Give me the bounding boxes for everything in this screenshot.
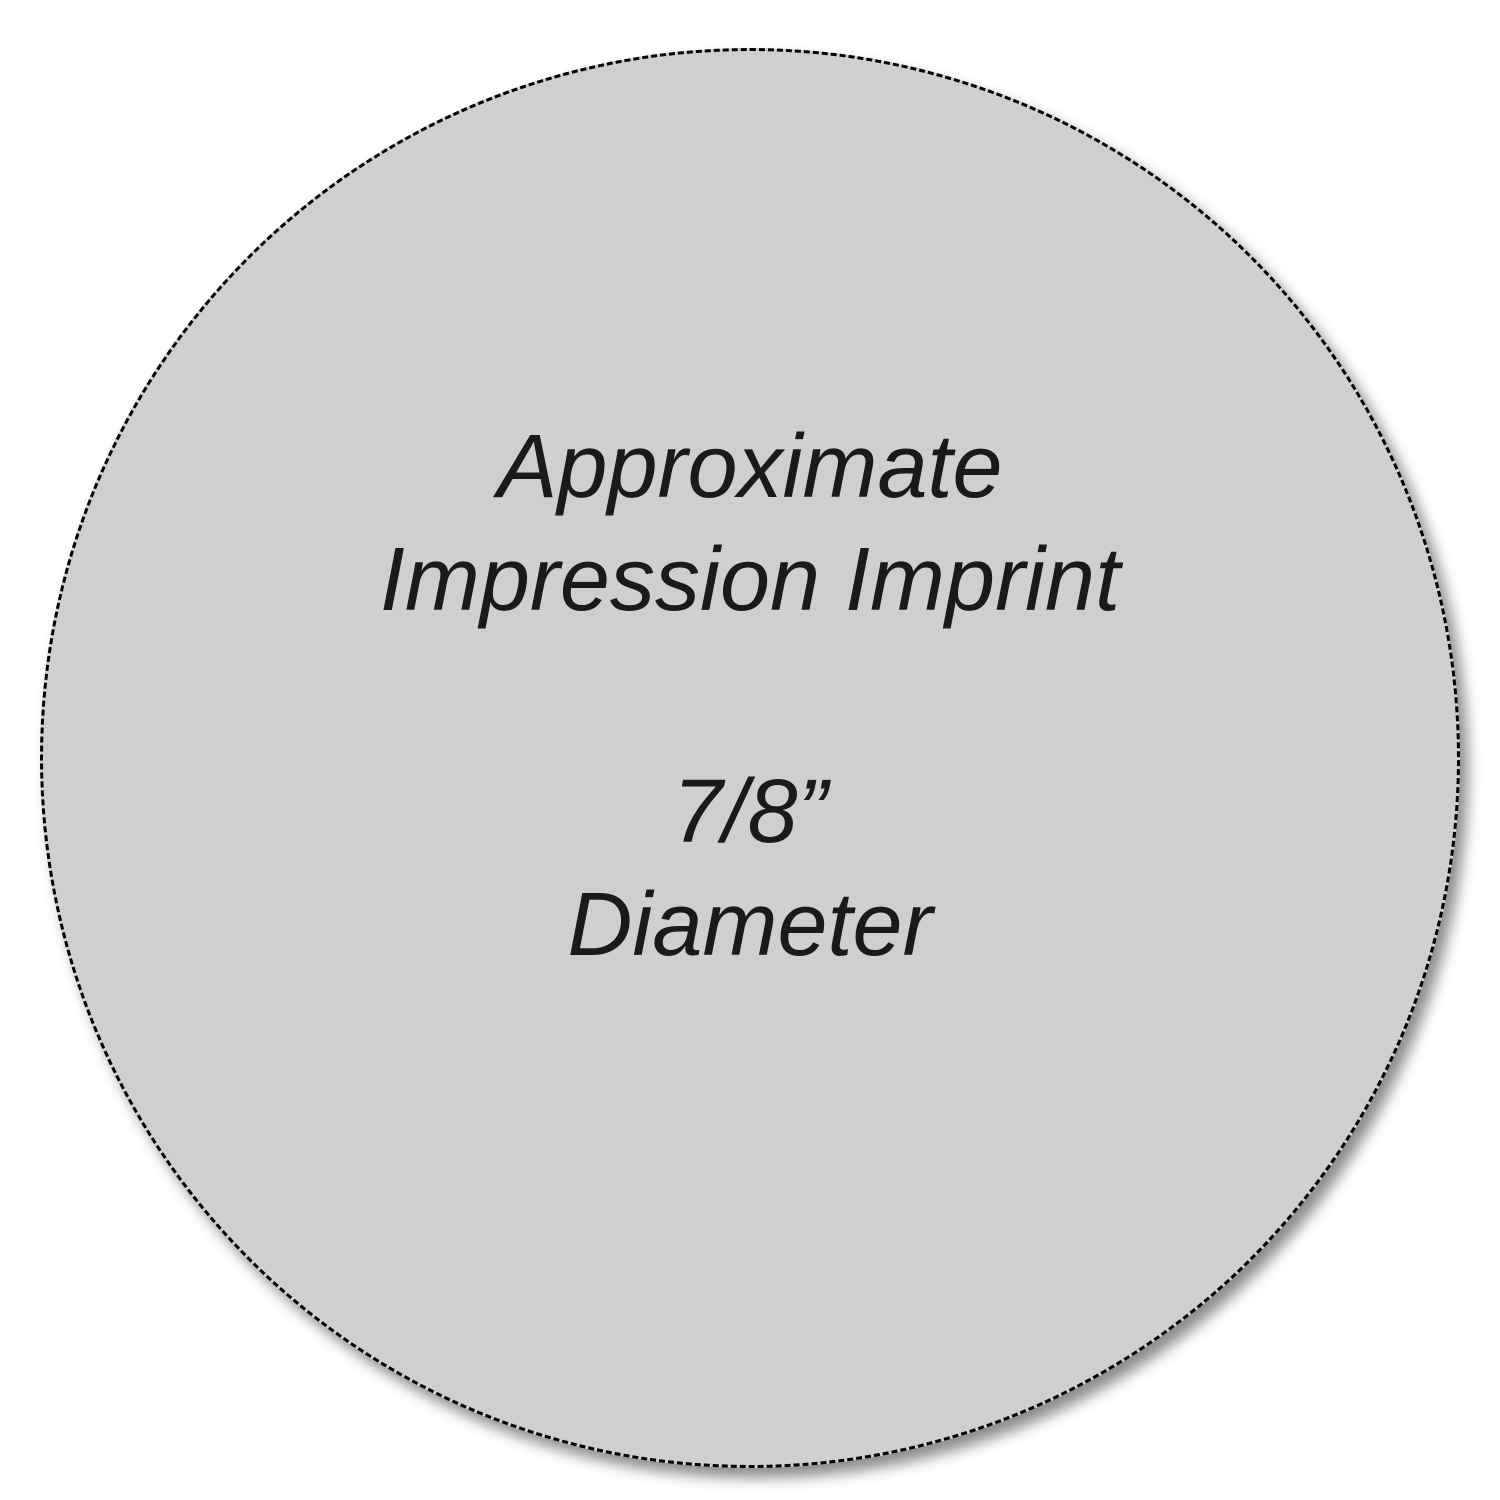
impression-circle: Approximate Impression Imprint 7/8” Diam…: [40, 48, 1460, 1468]
text-group-1: Approximate Impression Imprint: [380, 411, 1120, 636]
line-approximate: Approximate: [497, 411, 1002, 524]
line-size: 7/8”: [672, 756, 827, 869]
line-diameter: Diameter: [567, 869, 932, 982]
text-wrapper: Approximate Impression Imprint 7/8” Diam…: [380, 411, 1120, 981]
text-group-2: 7/8” Diameter: [380, 756, 1120, 981]
canvas: Approximate Impression Imprint 7/8” Diam…: [0, 0, 1500, 1500]
line-impression-imprint: Impression Imprint: [380, 524, 1120, 637]
